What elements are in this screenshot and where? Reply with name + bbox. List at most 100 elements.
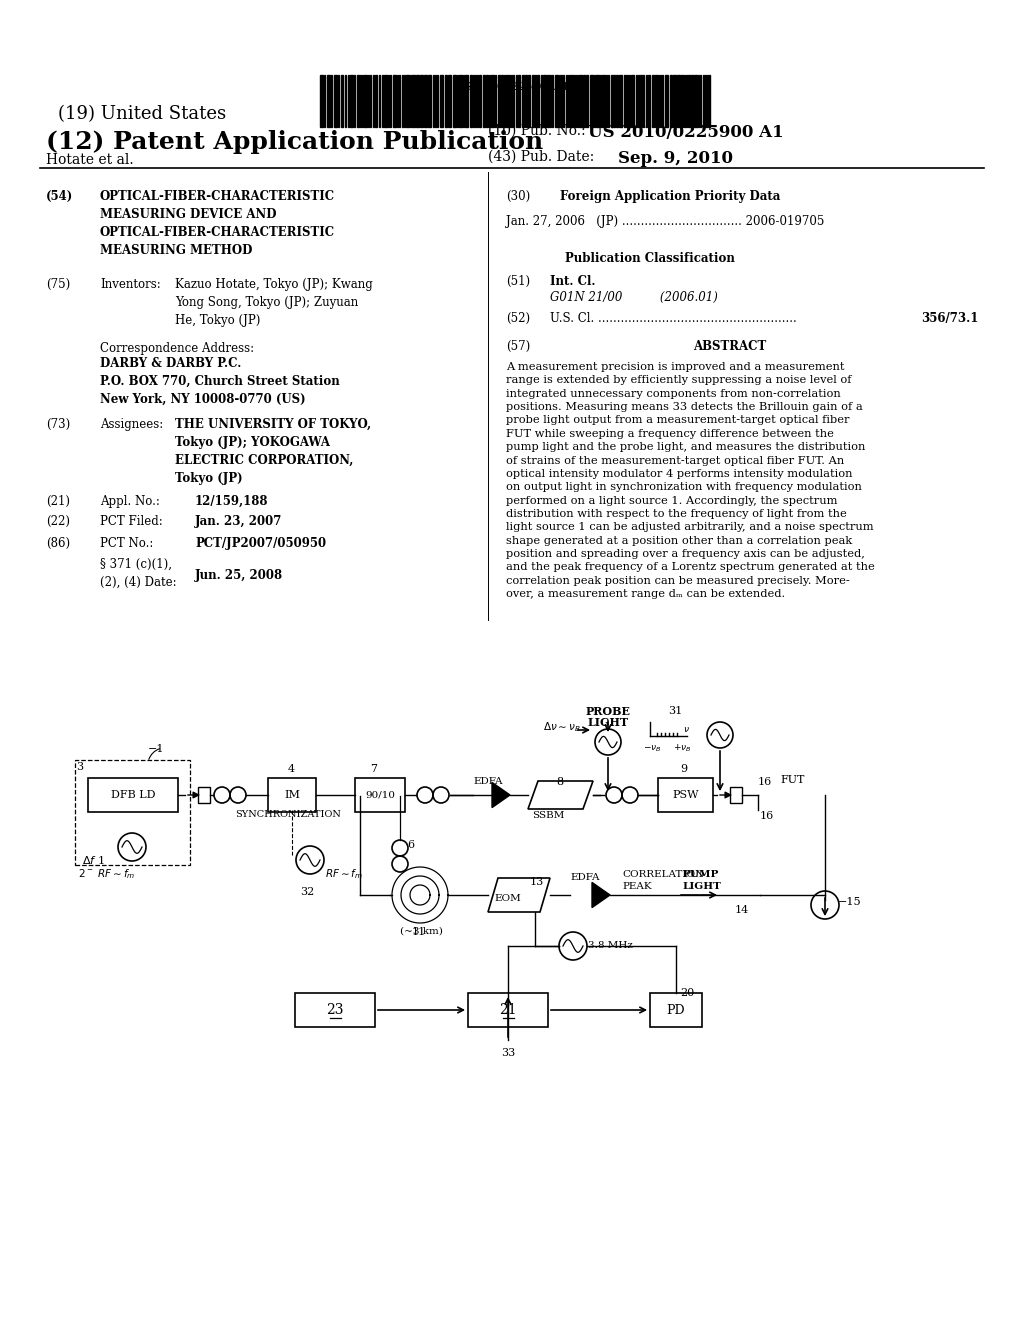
Bar xyxy=(532,75,534,127)
Bar xyxy=(88,777,178,812)
Text: PCT No.:: PCT No.: xyxy=(100,537,154,550)
Text: (57): (57) xyxy=(506,341,530,352)
Bar xyxy=(468,993,548,1027)
Bar xyxy=(75,760,190,865)
Bar xyxy=(355,777,406,812)
Text: $+\nu_B$: $+\nu_B$ xyxy=(673,743,691,755)
Text: 21: 21 xyxy=(499,1003,517,1016)
Bar xyxy=(498,75,500,127)
Bar xyxy=(730,787,742,803)
Text: (19) United States: (19) United States xyxy=(58,106,226,123)
Bar xyxy=(681,75,683,127)
Text: EDFA: EDFA xyxy=(570,873,599,882)
Text: 13: 13 xyxy=(530,876,544,887)
Bar xyxy=(393,75,396,127)
Bar xyxy=(691,75,693,127)
Text: (73): (73) xyxy=(46,418,71,432)
Text: Jan. 23, 2007: Jan. 23, 2007 xyxy=(195,515,283,528)
Text: PCT Filed:: PCT Filed: xyxy=(100,515,163,528)
Text: $\Delta f$ 1: $\Delta f$ 1 xyxy=(82,854,104,866)
Text: LIGHT: LIGHT xyxy=(588,717,629,729)
Polygon shape xyxy=(592,882,610,908)
Bar xyxy=(543,75,546,127)
Bar xyxy=(428,75,431,127)
Text: SYNCHRONIZATION: SYNCHRONIZATION xyxy=(234,810,341,818)
Text: (~3 km): (~3 km) xyxy=(400,927,442,936)
Bar xyxy=(268,777,316,812)
Bar xyxy=(440,75,443,127)
Bar xyxy=(453,75,456,127)
Text: 20: 20 xyxy=(680,987,694,998)
Bar xyxy=(416,75,419,127)
Text: US 2010/0225900 A1: US 2010/0225900 A1 xyxy=(588,124,783,141)
Bar xyxy=(570,75,572,127)
Bar xyxy=(486,75,488,127)
Bar xyxy=(341,75,343,127)
Bar xyxy=(624,75,626,127)
Text: 33: 33 xyxy=(501,1048,515,1059)
Bar xyxy=(506,75,508,127)
Text: 23: 23 xyxy=(327,1003,344,1016)
Text: PUMP: PUMP xyxy=(682,870,719,879)
Bar xyxy=(364,75,367,127)
Text: § 371 (c)(1),
(2), (4) Date:: § 371 (c)(1), (2), (4) Date: xyxy=(100,558,176,589)
Bar xyxy=(483,75,485,127)
Text: OPTICAL-FIBER-CHARACTERISTIC
MEASURING DEVICE AND
OPTICAL-FIBER-CHARACTERISTIC
M: OPTICAL-FIBER-CHARACTERISTIC MEASURING D… xyxy=(100,190,335,257)
Text: U.S. Cl. .....................................................: U.S. Cl. ...............................… xyxy=(550,312,797,325)
Bar xyxy=(655,75,657,127)
Bar xyxy=(518,75,520,127)
Text: FUT: FUT xyxy=(780,775,805,785)
Bar xyxy=(616,75,618,127)
Polygon shape xyxy=(492,783,510,808)
Text: THE UNIVERSITY OF TOKYO,
Tokyo (JP); YOKOGAWA
ELECTRIC CORPORATION,
Tokyo (JP): THE UNIVERSITY OF TOKYO, Tokyo (JP); YOK… xyxy=(175,418,371,484)
Text: $2^-$ $RF{\sim}f_m$: $2^-$ $RF{\sim}f_m$ xyxy=(78,867,135,880)
Text: CORRELATION: CORRELATION xyxy=(622,870,705,879)
Bar xyxy=(327,75,330,127)
Bar xyxy=(465,75,468,127)
Text: 356/73.1: 356/73.1 xyxy=(921,312,978,325)
Text: (22): (22) xyxy=(46,515,70,528)
Text: $\Delta\nu{\sim}\nu_B$: $\Delta\nu{\sim}\nu_B$ xyxy=(543,719,581,734)
Text: Sep. 9, 2010: Sep. 9, 2010 xyxy=(618,150,733,168)
Bar xyxy=(198,787,210,803)
Bar xyxy=(583,75,585,127)
Text: EDFA: EDFA xyxy=(473,777,503,785)
Bar xyxy=(673,75,676,127)
Text: (51): (51) xyxy=(506,275,530,288)
Text: −15: −15 xyxy=(838,898,861,907)
Text: (43) Pub. Date:: (43) Pub. Date: xyxy=(488,150,594,164)
Text: Kazuo Hotate, Tokyo (JP); Kwang
Yong Song, Tokyo (JP); Zuyuan
He, Tokyo (JP): Kazuo Hotate, Tokyo (JP); Kwang Yong Son… xyxy=(175,279,373,327)
Text: 12/159,188: 12/159,188 xyxy=(195,495,268,508)
Bar xyxy=(406,75,409,127)
Bar xyxy=(658,777,713,812)
Text: Hotate et al.: Hotate et al. xyxy=(46,153,133,168)
Text: 16: 16 xyxy=(758,777,772,787)
Text: (10) Pub. No.:: (10) Pub. No.: xyxy=(488,124,586,139)
Bar xyxy=(522,75,524,127)
Text: SSBM: SSBM xyxy=(531,810,564,820)
Text: Publication Classification: Publication Classification xyxy=(565,252,735,265)
Bar xyxy=(613,75,615,127)
Bar xyxy=(350,75,353,127)
Bar xyxy=(648,75,650,127)
Text: Assignees:: Assignees: xyxy=(100,418,163,432)
Bar xyxy=(677,75,680,127)
Bar xyxy=(295,993,375,1027)
Bar xyxy=(602,75,605,127)
Text: LIGHT: LIGHT xyxy=(682,882,721,891)
Bar xyxy=(375,75,377,127)
Text: EOM: EOM xyxy=(495,894,521,903)
Text: (12) Patent Application Publication: (12) Patent Application Publication xyxy=(46,129,544,154)
Text: Inventors:: Inventors: xyxy=(100,279,161,290)
Bar xyxy=(449,75,451,127)
Text: 7: 7 xyxy=(370,764,377,774)
Bar xyxy=(490,75,494,127)
Bar xyxy=(501,75,503,127)
Bar xyxy=(319,75,323,127)
Text: PROBE: PROBE xyxy=(586,706,631,717)
Text: 3.8 MHz: 3.8 MHz xyxy=(588,941,633,950)
Text: 31: 31 xyxy=(668,706,682,715)
Bar xyxy=(357,75,359,127)
Text: Jan. 27, 2006   (JP) ................................ 2006-019705: Jan. 27, 2006 (JP) .....................… xyxy=(506,215,824,228)
Text: US 20100225900A1: US 20100225900A1 xyxy=(455,82,569,92)
